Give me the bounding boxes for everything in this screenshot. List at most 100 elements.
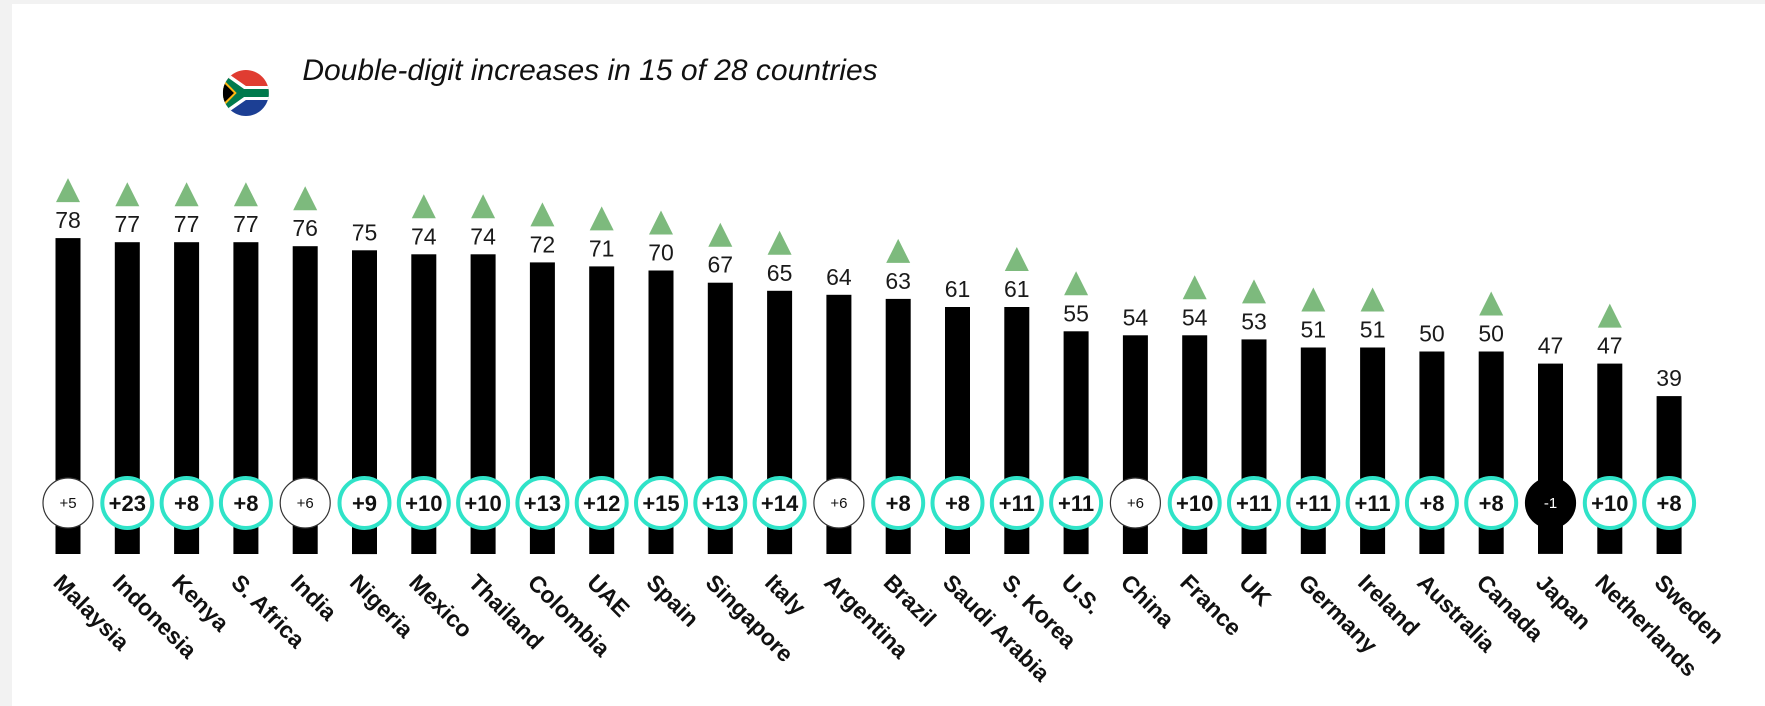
value-label: 64 xyxy=(826,264,852,290)
change-label: -1 xyxy=(1544,495,1557,512)
value-label: 75 xyxy=(352,219,378,245)
value-label: 39 xyxy=(1656,365,1682,391)
change-badge xyxy=(1049,476,1104,530)
value-label: 54 xyxy=(1123,304,1149,330)
value-label: 71 xyxy=(589,235,615,261)
change-label: +10 xyxy=(405,491,442,516)
increase-arrow-icon xyxy=(1301,287,1326,312)
south-africa-flag-icon xyxy=(222,70,269,116)
change-label: +23 xyxy=(109,491,146,516)
value-label: 51 xyxy=(1360,317,1386,343)
increase-arrow-icon xyxy=(649,210,673,235)
value-label: 61 xyxy=(1004,276,1030,302)
value-label: 74 xyxy=(470,223,496,249)
category-label: Nigeria xyxy=(345,569,419,643)
change-label: +13 xyxy=(702,491,739,516)
change-label: +10 xyxy=(1176,491,1213,516)
change-badge xyxy=(159,476,214,530)
change-label: +6 xyxy=(830,495,847,512)
change-badge xyxy=(515,476,570,530)
change-label: +8 xyxy=(945,491,970,516)
category-label: Mexico xyxy=(404,569,478,643)
change-label: +11 xyxy=(1295,491,1331,516)
change-badge xyxy=(279,477,331,529)
change-label: +8 xyxy=(1479,491,1504,516)
change-label: +15 xyxy=(642,491,679,516)
increase-arrow-icon xyxy=(1597,303,1622,328)
change-badge xyxy=(1109,477,1162,529)
value-label: 50 xyxy=(1419,321,1445,347)
category-label: France xyxy=(1175,569,1247,641)
increase-arrow-icon xyxy=(293,186,318,211)
chart-panel: Double-digit increases in 15 of 28 count… xyxy=(12,4,1765,706)
change-badge xyxy=(813,477,865,529)
increase-arrow-icon xyxy=(886,238,911,263)
value-label: 53 xyxy=(1241,308,1267,334)
change-badge xyxy=(1464,476,1519,530)
value-label: 54 xyxy=(1182,304,1208,330)
value-label: 72 xyxy=(530,231,556,257)
value-label: 76 xyxy=(292,215,318,241)
value-label: 74 xyxy=(411,223,437,249)
value-label: 67 xyxy=(708,252,734,278)
increase-arrow-icon xyxy=(233,182,258,207)
chart-title: Double-digit increases in 15 of 28 count… xyxy=(302,54,877,87)
value-label: 47 xyxy=(1538,333,1564,359)
increase-arrow-icon xyxy=(589,206,614,231)
change-badge xyxy=(42,477,94,529)
change-label: +5 xyxy=(59,495,76,512)
change-badge xyxy=(218,476,273,530)
increase-arrow-icon xyxy=(115,182,140,207)
value-label: 77 xyxy=(174,211,200,237)
value-label: 47 xyxy=(1597,333,1623,359)
change-label: +14 xyxy=(761,491,799,516)
change-badge xyxy=(693,476,748,530)
change-label: +6 xyxy=(297,495,314,512)
change-label: +11 xyxy=(999,491,1035,516)
bar xyxy=(1656,396,1682,554)
increase-arrow-icon xyxy=(411,194,436,219)
change-badge xyxy=(752,476,807,530)
increase-arrow-icon xyxy=(1004,247,1029,271)
increase-arrow-icon xyxy=(1479,291,1504,316)
value-label: 50 xyxy=(1478,321,1504,347)
category-label: UAE xyxy=(582,569,635,622)
increase-arrow-icon xyxy=(708,222,733,247)
change-label: +11 xyxy=(1058,491,1094,516)
category-label: Italy xyxy=(760,569,811,620)
change-badge xyxy=(100,476,155,530)
change-label: +12 xyxy=(583,491,620,516)
value-label: 78 xyxy=(55,207,81,233)
change-label: +11 xyxy=(1236,491,1272,516)
category-label: China xyxy=(1116,569,1180,633)
change-badge xyxy=(634,476,688,530)
value-label: 77 xyxy=(233,211,259,237)
increase-arrow-icon xyxy=(530,202,555,227)
change-label: +8 xyxy=(174,491,199,516)
change-label: +8 xyxy=(1657,491,1682,516)
category-label: Spain xyxy=(641,569,704,632)
increase-arrow-icon xyxy=(174,182,199,207)
change-label: +8 xyxy=(886,491,911,516)
change-label: +8 xyxy=(1419,491,1444,516)
category-label: U.S. xyxy=(1057,569,1107,619)
change-label: +13 xyxy=(524,491,561,516)
increase-arrow-icon xyxy=(56,178,80,203)
change-badge xyxy=(1642,476,1697,530)
change-badge xyxy=(337,476,392,530)
change-badge xyxy=(574,476,629,530)
change-label: +8 xyxy=(233,491,258,516)
change-label: +10 xyxy=(1591,491,1628,516)
value-label: 55 xyxy=(1063,300,1089,326)
change-badge xyxy=(989,476,1044,530)
change-label: +9 xyxy=(352,491,377,516)
value-label: 51 xyxy=(1301,317,1327,343)
change-badge xyxy=(456,476,511,530)
change-label: +11 xyxy=(1355,491,1391,516)
increase-arrow-icon xyxy=(767,230,792,255)
increase-arrow-icon xyxy=(471,194,496,219)
change-badge xyxy=(1524,477,1577,529)
value-label: 63 xyxy=(885,268,911,294)
increase-arrow-icon xyxy=(1242,279,1266,304)
change-badge xyxy=(1167,476,1222,530)
